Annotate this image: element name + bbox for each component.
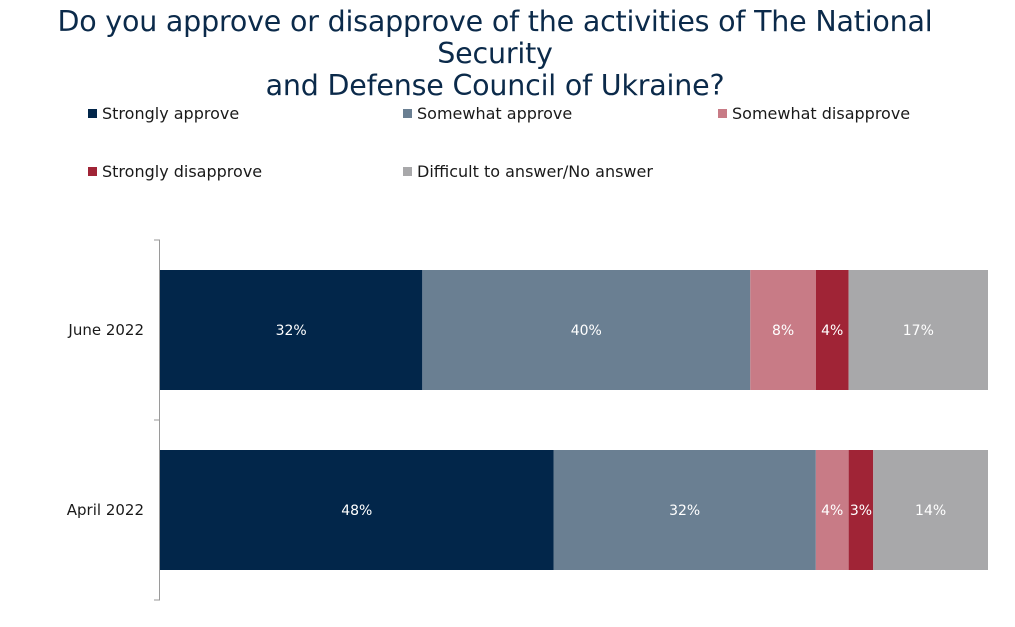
legend-item: Strongly approve [88, 104, 239, 123]
legend-item: Strongly disapprove [88, 162, 262, 181]
legend-label: Somewhat disapprove [732, 104, 911, 123]
category-label: April 2022 [67, 501, 144, 519]
legend-swatch [403, 109, 412, 118]
data-label: 40% [571, 323, 602, 339]
legend-item: Difficult to answer/No answer [403, 162, 653, 181]
data-label: 3% [850, 503, 872, 519]
bar-segment [422, 270, 751, 390]
bar-segment [553, 450, 816, 570]
legend-swatch [718, 109, 727, 118]
bar-segment [815, 270, 849, 390]
legend-label: Somewhat approve [417, 104, 573, 123]
bar-segment [815, 450, 849, 570]
data-label: 8% [772, 323, 794, 339]
data-label: 32% [669, 503, 700, 519]
legend-label: Difficult to answer/No answer [417, 162, 653, 181]
data-label: 4% [821, 323, 843, 339]
bar-segment [160, 270, 423, 390]
legend-label: Strongly disapprove [102, 162, 263, 181]
bar-segment [750, 270, 816, 390]
legend-swatch [88, 109, 97, 118]
bar-segment [848, 450, 874, 570]
legend-label: Strongly approve [102, 104, 240, 123]
data-label: 48% [341, 503, 372, 519]
chart-title: Do you approve or disapprove of the acti… [0, 6, 990, 102]
legend-swatch [403, 167, 412, 176]
chart-title-line-1: Do you approve or disapprove of the acti… [57, 5, 933, 70]
bar-segment [848, 270, 988, 390]
legend-item: Somewhat approve [403, 104, 572, 123]
chart-title-line-2: and Defense Council of Ukraine? [265, 69, 725, 102]
data-label: 17% [903, 323, 934, 339]
bar-segment [160, 450, 554, 570]
legend-item: Somewhat disapprove [718, 104, 910, 123]
data-label: 14% [915, 503, 946, 519]
data-label: 32% [276, 323, 307, 339]
data-label: 4% [821, 503, 843, 519]
category-label: June 2022 [67, 321, 144, 339]
legend-swatch [88, 167, 97, 176]
bar-segment [873, 450, 988, 570]
